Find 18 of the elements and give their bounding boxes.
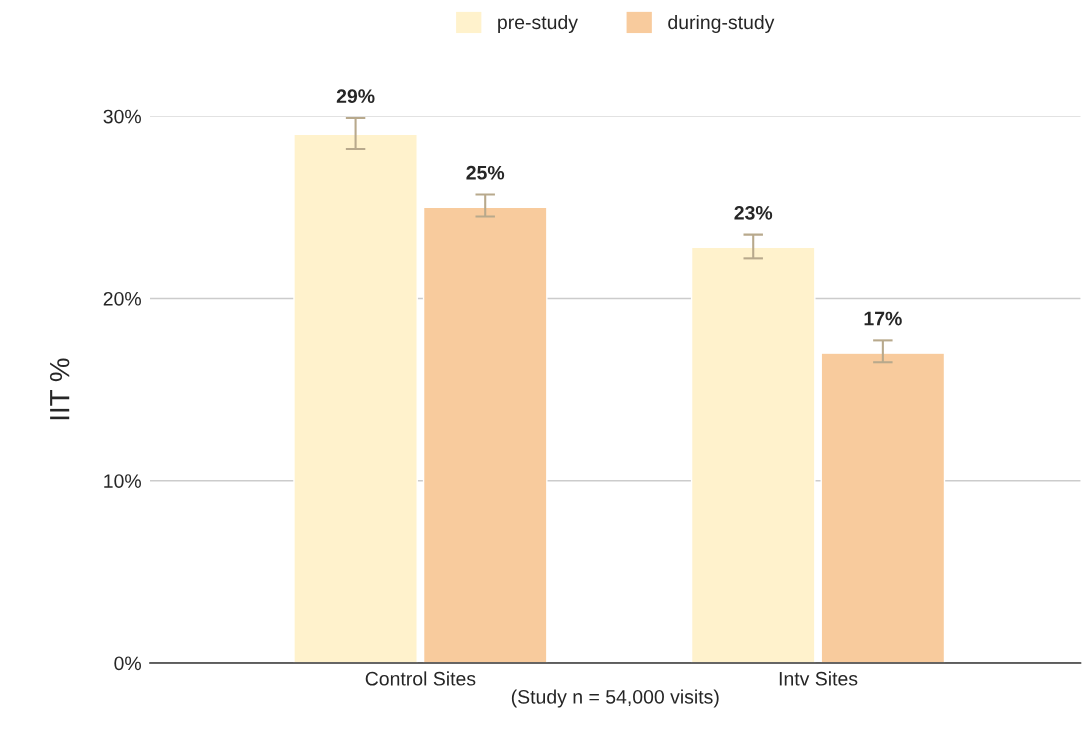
y-tick-label: 10% [104,474,141,488]
y-tick-label: 30% [103,109,141,124]
bar [293,133,418,663]
data-label: 17% [864,311,902,326]
legend-label: pre-study [498,14,578,34]
bar [820,352,946,663]
bar [690,246,816,663]
y-tick-label: 0% [114,656,141,671]
y-tick-label: 20% [103,291,141,306]
x-axis-title: (Study n = 54,000 visits) [511,689,719,708]
data-label: 29% [336,89,375,104]
data-label: 25% [466,165,505,180]
bar [422,206,548,663]
x-tick-label: Intv Sites [779,671,858,686]
x-tick-label: Control Sites [365,671,476,686]
legend-label: during-study [668,14,775,34]
y-axis-title: IIT % [49,358,70,420]
data-label: 23% [734,205,773,220]
